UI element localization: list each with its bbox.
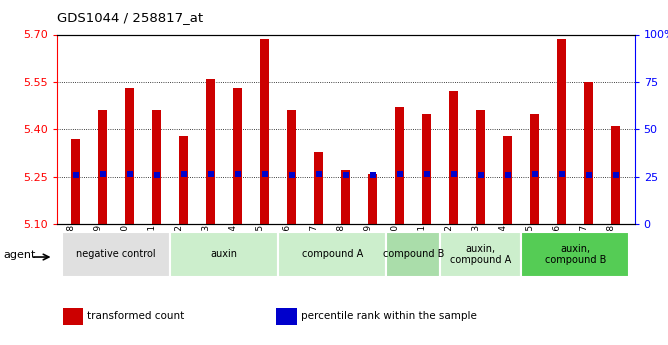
Text: GSM25859: GSM25859 — [94, 224, 103, 273]
Bar — [152, 110, 162, 224]
Point — [232, 171, 243, 177]
Point — [152, 172, 162, 178]
Text: GSM25862: GSM25862 — [175, 224, 184, 273]
Bar — [233, 88, 242, 224]
Text: agent: agent — [3, 250, 35, 260]
Bar — [449, 91, 458, 224]
Bar — [71, 139, 80, 224]
Bar — [395, 107, 404, 224]
Text: GSM25869: GSM25869 — [363, 224, 373, 273]
Text: GSM25866: GSM25866 — [283, 224, 292, 273]
Bar — [440, 232, 521, 277]
Point — [448, 171, 459, 177]
Point — [422, 171, 432, 177]
Bar — [368, 174, 377, 224]
Bar — [206, 79, 215, 224]
Point — [476, 172, 486, 178]
Point — [98, 171, 108, 177]
Text: GSM25876: GSM25876 — [552, 224, 562, 273]
Point — [611, 172, 621, 178]
Point — [313, 171, 324, 177]
Text: GSM25865: GSM25865 — [256, 224, 265, 273]
Point — [341, 172, 351, 178]
Text: percentile rank within the sample: percentile rank within the sample — [301, 312, 476, 322]
Bar — [179, 136, 188, 224]
Text: auxin: auxin — [210, 249, 238, 259]
Bar — [521, 232, 629, 277]
Text: compound A: compound A — [301, 249, 363, 259]
Point — [502, 172, 513, 178]
Text: GSM25878: GSM25878 — [607, 224, 616, 273]
Bar — [341, 170, 351, 224]
Bar — [63, 308, 84, 325]
Bar — [125, 88, 134, 224]
Text: GSM25877: GSM25877 — [580, 224, 589, 273]
Text: compound B: compound B — [383, 249, 444, 259]
Bar — [503, 136, 512, 224]
Text: GSM25863: GSM25863 — [202, 224, 210, 273]
Text: negative control: negative control — [76, 249, 156, 259]
Point — [394, 171, 405, 177]
Bar — [170, 232, 278, 277]
Text: GSM25867: GSM25867 — [310, 224, 319, 273]
Bar — [287, 110, 297, 224]
Text: auxin,
compound A: auxin, compound A — [450, 244, 511, 265]
Bar — [611, 126, 621, 224]
Text: GSM25861: GSM25861 — [148, 224, 157, 273]
Text: GSM25872: GSM25872 — [445, 224, 454, 273]
Bar — [62, 232, 170, 277]
Text: GSM25874: GSM25874 — [499, 224, 508, 273]
Point — [70, 172, 81, 178]
Bar — [530, 114, 540, 224]
Text: transformed count: transformed count — [87, 312, 184, 322]
Text: GSM25864: GSM25864 — [228, 224, 238, 273]
Text: GSM25870: GSM25870 — [391, 224, 399, 273]
Point — [178, 171, 189, 177]
Bar — [476, 110, 486, 224]
Point — [205, 171, 216, 176]
Text: GSM25871: GSM25871 — [418, 224, 427, 273]
Text: GDS1044 / 258817_at: GDS1044 / 258817_at — [57, 11, 203, 24]
Text: GSM25875: GSM25875 — [526, 224, 534, 273]
Bar — [260, 39, 269, 224]
Point — [287, 172, 297, 178]
Bar — [386, 232, 440, 277]
Point — [529, 171, 540, 177]
Text: GSM25873: GSM25873 — [472, 224, 481, 273]
Bar — [314, 151, 323, 224]
Point — [367, 172, 378, 178]
Text: GSM25860: GSM25860 — [121, 224, 130, 273]
Point — [583, 172, 594, 178]
Point — [556, 171, 567, 177]
Text: GSM25868: GSM25868 — [337, 224, 346, 273]
Bar — [422, 114, 432, 224]
Point — [124, 171, 135, 177]
Bar — [278, 232, 386, 277]
Point — [259, 171, 270, 177]
Text: auxin,
compound B: auxin, compound B — [544, 244, 606, 265]
Bar — [277, 308, 297, 325]
Bar — [98, 110, 108, 224]
Bar — [557, 39, 566, 224]
Text: GSM25858: GSM25858 — [67, 224, 75, 273]
Bar — [584, 82, 593, 224]
